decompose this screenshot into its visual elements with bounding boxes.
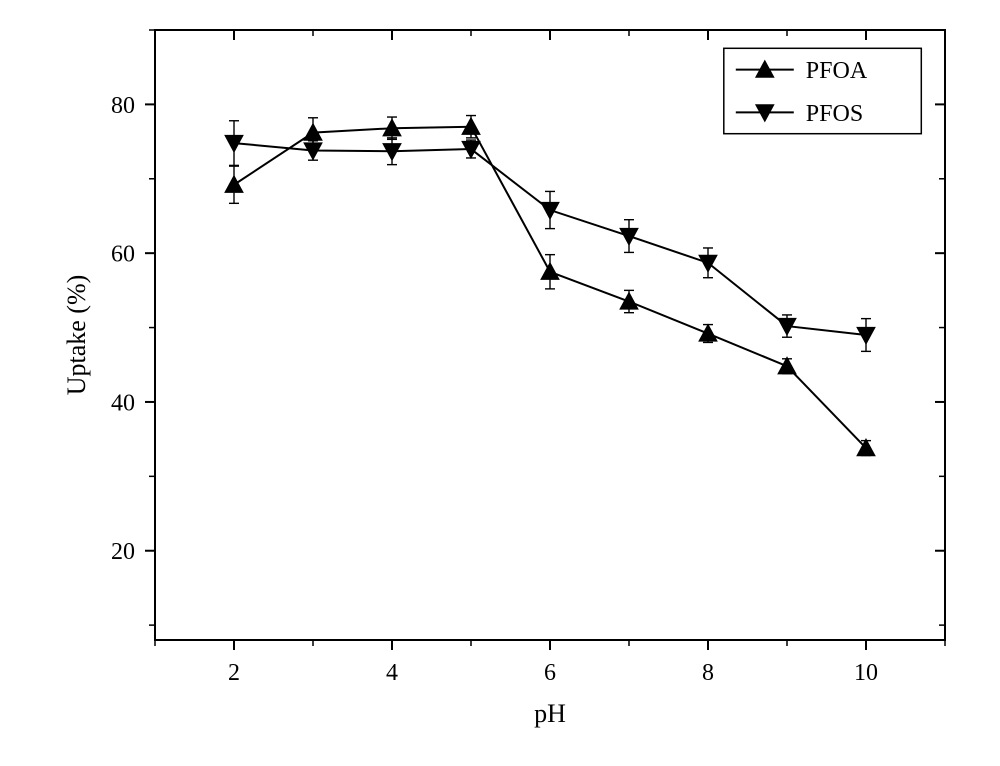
x-tick-label: 2 [228, 660, 240, 686]
legend: PFOA PFOS [724, 48, 922, 133]
marker-PFOS [699, 255, 717, 272]
legend-label: PFOS [806, 101, 863, 127]
uptake-vs-ph-chart: 2 4 6 8 10 20 40 60 80 pH Uptake (%) PFOA PFOS [0, 0, 1000, 766]
x-axis-title: pH [534, 699, 566, 728]
series-PFOS [225, 121, 875, 352]
y-tick-label: 40 [111, 390, 135, 416]
x-tick-label: 10 [854, 660, 878, 686]
y-tick-label: 60 [111, 242, 135, 268]
marker-PFOA [541, 263, 559, 280]
y-tick-label: 80 [111, 93, 135, 119]
series-PFOA [225, 116, 875, 456]
y-axis-title: Uptake (%) [62, 275, 91, 396]
marker-PFOA [620, 293, 638, 310]
marker-PFOS [541, 202, 559, 219]
y-tick-label: 20 [111, 539, 135, 565]
series-line-PFOS [234, 143, 866, 335]
marker-PFOS [857, 327, 875, 344]
marker-PFOA [699, 325, 717, 342]
x-tick-label: 8 [702, 660, 714, 686]
marker-PFOS [620, 228, 638, 245]
x-tick-label: 6 [544, 660, 556, 686]
marker-PFOA [225, 176, 243, 193]
x-tick-label: 4 [386, 660, 398, 686]
marker-PFOA [778, 357, 796, 374]
legend-label: PFOA [806, 58, 868, 84]
